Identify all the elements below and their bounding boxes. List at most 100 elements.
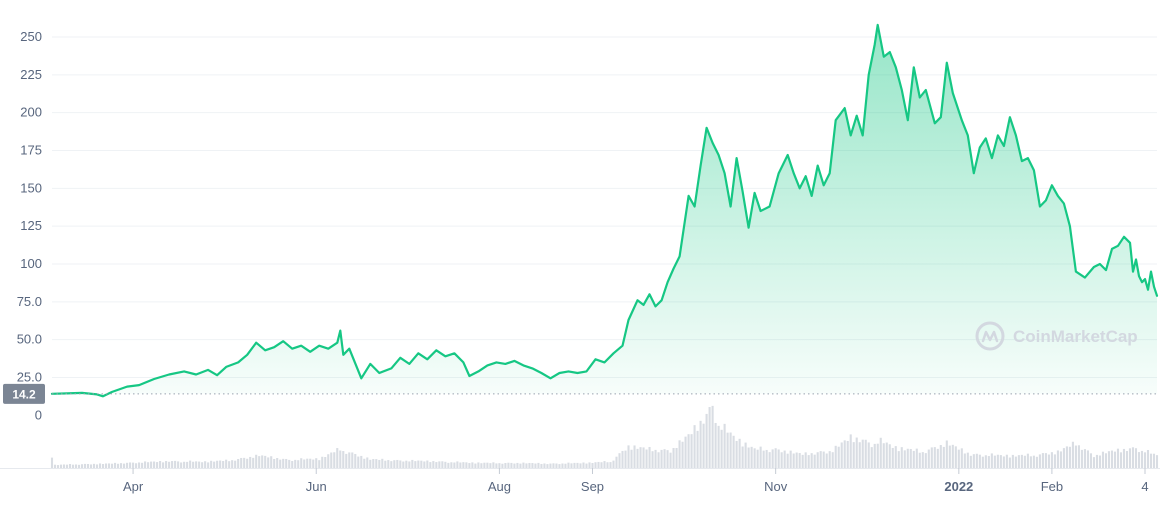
volume-bar (444, 461, 447, 468)
volume-bar (774, 448, 777, 468)
volume-bar (726, 432, 729, 468)
volume-bar (783, 450, 786, 468)
reference-line-group: 14.2 (3, 383, 1157, 404)
volume-bar (747, 447, 750, 468)
volume-bar (897, 451, 900, 468)
volume-bar (879, 437, 882, 468)
volume-bar (756, 449, 759, 468)
volume-bar (933, 447, 936, 468)
volume-bar (672, 448, 675, 468)
volume-bar (1137, 452, 1141, 468)
volume-bar (327, 454, 330, 468)
volume-bar (1038, 454, 1041, 468)
volume-bar (342, 451, 345, 468)
volume-bar (489, 463, 492, 468)
volume-bar (210, 460, 213, 468)
volume-bar (711, 405, 714, 468)
volume-bar (267, 457, 270, 468)
volume-bar (318, 460, 321, 468)
volume-bar (77, 464, 81, 468)
volume-bar (1101, 451, 1105, 468)
volume-bar (255, 454, 258, 468)
volume-bar (987, 456, 990, 468)
volume-bar (177, 461, 180, 468)
volume-bar (432, 461, 435, 468)
volume-bar (534, 463, 537, 468)
volume-bar (939, 445, 942, 468)
volume-bar (960, 448, 963, 468)
volume-bar (1119, 452, 1123, 468)
volume-bar (1149, 453, 1153, 468)
volume-bar (645, 449, 648, 468)
y-tick-label: 175 (20, 143, 42, 158)
volume-bar (522, 462, 525, 468)
volume-bar (315, 458, 318, 468)
y-tick-label: 25.0 (17, 370, 42, 385)
volume-bar (1131, 447, 1135, 468)
volume-bar (996, 454, 999, 468)
volume-bar (240, 457, 243, 468)
volume-bar (558, 464, 561, 468)
volume-bar (828, 451, 831, 468)
volume-bar (951, 444, 954, 468)
volume-bar (693, 425, 696, 468)
volume-bar (98, 463, 102, 468)
volume-bar (864, 439, 867, 468)
volume-bar (894, 446, 897, 468)
volume-bar (354, 453, 357, 468)
watermark-text: CoinMarketCap (1013, 327, 1138, 346)
volume-bar (1077, 445, 1080, 468)
volume-bar (303, 459, 306, 468)
volume-bar (765, 449, 768, 468)
volume-bar (198, 461, 201, 468)
volume-bar (168, 461, 171, 468)
volume-bar (486, 462, 489, 468)
volume-bar (999, 455, 1002, 468)
volume-bar (50, 457, 54, 468)
volume-bar (1032, 455, 1035, 468)
volume-bar (543, 463, 546, 468)
y-tick-label: 75.0 (17, 294, 42, 309)
volume-bar (690, 434, 693, 468)
volume-bar (471, 462, 474, 468)
x-tick-label: 2022 (944, 479, 973, 494)
volume-bar (56, 465, 60, 468)
volume-bar (1056, 450, 1059, 468)
volume-bar (1152, 453, 1156, 468)
y-tick-label: 125 (20, 218, 42, 233)
y-tick-label: 250 (20, 29, 42, 44)
volume-bar (516, 462, 519, 468)
volume-bar (972, 454, 975, 468)
volume-bar (204, 461, 207, 468)
volume-bar (591, 463, 594, 468)
volume-bar (663, 449, 666, 468)
volume-bar (1005, 454, 1008, 468)
volume-bar (750, 446, 753, 468)
volume-bar (423, 461, 426, 468)
volume-bar (942, 446, 945, 468)
volume-bar (855, 437, 858, 468)
volume-bar (945, 440, 948, 468)
volume-bar (570, 463, 573, 468)
volume-bar (501, 463, 504, 468)
volume-bar (1026, 453, 1029, 468)
x-tick-label: Sep (581, 479, 604, 494)
volume-bar (882, 443, 885, 468)
volume-bar (429, 462, 432, 468)
volume-bar (936, 448, 939, 468)
volume-bar (1122, 448, 1126, 468)
volume-bar (861, 439, 864, 468)
volume-bar (651, 451, 654, 468)
volume-bar (62, 464, 66, 468)
volume-bar (849, 434, 852, 468)
volume-bar (1020, 454, 1023, 468)
volume-bar (1053, 454, 1056, 468)
volume-bar (171, 461, 174, 468)
volume-bar (660, 449, 663, 468)
volume-bar (744, 442, 747, 468)
volume-bar (909, 448, 912, 468)
volume-bar (540, 463, 543, 468)
volume-bars (50, 405, 1159, 468)
volume-bar (1050, 452, 1053, 468)
